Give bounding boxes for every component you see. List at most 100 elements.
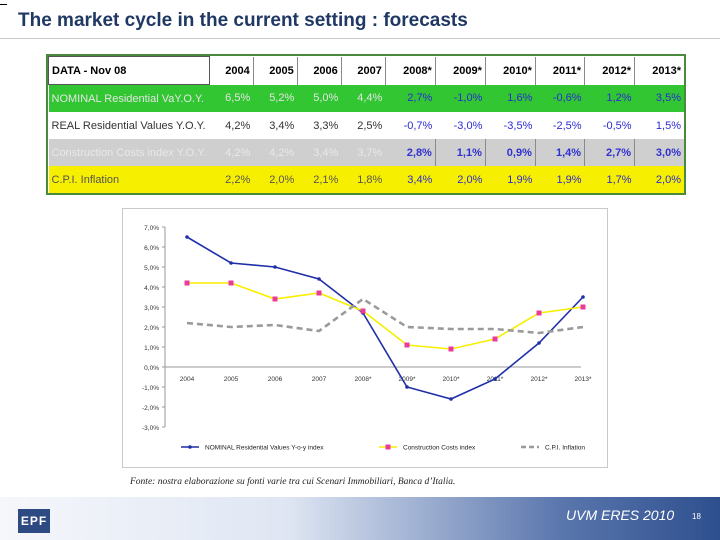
table-cell: 2,0% — [435, 166, 486, 193]
table-cell: 2,0% — [253, 166, 298, 193]
data-point — [492, 336, 498, 342]
header-cell: 2013* — [634, 56, 684, 85]
table-cell: 3,4% — [253, 112, 298, 140]
table-cell: -3,0% — [435, 112, 486, 140]
series-line — [187, 282, 584, 350]
table-cell: 3,5% — [634, 84, 684, 113]
table-cell: 1,6% — [485, 84, 536, 113]
legend-label: Construction Costs index — [403, 445, 476, 452]
chart-canvas: 7,0% 6,0% 5,0% 4,0% 3,0% 2,0% 1,0% 0,0% -1,0% -2,… — [142, 225, 592, 452]
header-cell: 2007 — [341, 56, 386, 85]
table-cell: 2,7% — [584, 139, 636, 167]
legend-label: NOMINAL Residential Values Y-o-y index — [205, 445, 324, 452]
table-cell: 1,8% — [341, 166, 386, 193]
table-cell: 2,2% — [209, 166, 254, 193]
epf-logo: EPF — [18, 509, 50, 533]
data-point — [404, 342, 410, 348]
table-cell: 2,7% — [385, 84, 436, 113]
page-number: 18 — [692, 512, 701, 521]
series-line — [186, 297, 584, 335]
table-cell: 1,2% — [584, 84, 635, 113]
forecast-table: DATA - Nov 08 2004 2005 2006 2007 2008* … — [46, 54, 686, 195]
y-tick-label: 1,0% — [144, 345, 159, 352]
header-cell: 2011* — [535, 56, 586, 85]
table-row: C.P.I. Inflation 2,2% 2,0% 2,1% 1,8% 3,4… — [48, 166, 684, 193]
table-cell: 5,2% — [253, 84, 298, 113]
header-cell: 2010* — [485, 56, 536, 85]
table-cell: 3,4% — [297, 139, 342, 167]
legend-marker — [188, 445, 192, 449]
x-tick-label: 2012* — [531, 376, 548, 383]
data-point — [316, 290, 322, 296]
table-row: Construction Costs index Y.O.Y. 4,2% 4,2… — [48, 139, 684, 167]
table-header-row: DATA - Nov 08 2004 2005 2006 2007 2008* … — [48, 55, 684, 86]
table-cell: -1,0% — [435, 84, 486, 113]
data-point — [184, 280, 190, 286]
corner-mark — [0, 4, 7, 5]
title-divider — [0, 38, 720, 39]
table-cell: 1,1% — [435, 139, 486, 167]
header-cell: 2006 — [297, 56, 342, 85]
data-point — [448, 346, 454, 352]
data-point — [229, 261, 233, 265]
table-cell: 1,5% — [634, 112, 684, 140]
table-cell: -0,6% — [535, 84, 585, 113]
legend-marker — [385, 444, 391, 450]
data-point — [405, 385, 409, 389]
table-cell: 4,2% — [209, 139, 254, 167]
table-cell: -3,5% — [485, 112, 536, 140]
x-tick-label: 2009* — [399, 376, 416, 383]
header-cell: 2009* — [435, 56, 486, 85]
header-cell: DATA - Nov 08 — [48, 55, 210, 86]
header-cell: 2004 — [209, 56, 254, 85]
y-tick-label: 6,0% — [144, 245, 159, 252]
y-tick-label: -1,0% — [142, 385, 159, 392]
data-point — [228, 280, 234, 286]
table-cell: 4,4% — [341, 84, 386, 113]
table-cell: 2,0% — [634, 166, 684, 193]
data-point — [317, 277, 321, 281]
y-tick-label: 2,0% — [144, 325, 159, 332]
table-row: NOMINAL Residential VaY.O.Y. 6,5% 5,2% 5… — [48, 84, 684, 113]
table-cell: 2,5% — [341, 112, 386, 140]
x-tick-label: 2006 — [268, 376, 283, 383]
table-cell: 3,0% — [634, 139, 684, 167]
table-cell: 1,9% — [485, 166, 536, 193]
x-tick-label: 2007 — [312, 376, 327, 383]
x-tick-label: 2013* — [575, 376, 592, 383]
source-note: Fonte: nostra elaborazione su fonti vari… — [130, 477, 456, 487]
table-cell: 3,4% — [385, 166, 436, 193]
y-tick-label: 5,0% — [144, 265, 159, 272]
table-cell: 3,3% — [297, 112, 342, 140]
table-row: REAL Residential Values Y.O.Y. 4,2% 3,4%… — [48, 112, 684, 140]
table-cell: 6,5% — [209, 84, 254, 113]
table-cell: 5,0% — [297, 84, 342, 113]
row-label: NOMINAL Residential VaY.O.Y. — [48, 84, 210, 113]
y-tick-label: -3,0% — [142, 425, 159, 432]
footer-bar — [0, 497, 720, 540]
y-tick-label: -2,0% — [142, 405, 159, 412]
data-point — [581, 295, 585, 299]
data-table: DATA - Nov 08 2004 2005 2006 2007 2008* … — [48, 55, 684, 193]
y-tick-label: 4,0% — [144, 285, 159, 292]
table-cell: 1,9% — [535, 166, 585, 193]
table-cell: 0,9% — [485, 139, 536, 167]
legend-label: C.P.I. Inflation — [545, 445, 585, 452]
data-point — [493, 377, 497, 381]
table-cell: 2,8% — [385, 139, 436, 167]
series-line — [186, 236, 584, 400]
table-cell: 3,7% — [341, 139, 386, 167]
x-tick-label: 2008* — [355, 376, 372, 383]
row-label: REAL Residential Values Y.O.Y. — [48, 112, 210, 140]
x-tick-label: 2004 — [180, 376, 195, 383]
table-cell: -0,7% — [385, 112, 436, 140]
header-cell: 2008* — [385, 56, 436, 85]
y-tick-label: 7,0% — [144, 225, 159, 232]
y-tick-label: 3,0% — [144, 305, 159, 312]
row-label: C.P.I. Inflation — [48, 166, 210, 193]
data-point — [272, 296, 278, 302]
conference-brand: UVM ERES 2010 — [566, 507, 675, 523]
table-cell: 4,2% — [253, 139, 298, 167]
data-point — [273, 265, 277, 269]
data-point — [537, 341, 541, 345]
